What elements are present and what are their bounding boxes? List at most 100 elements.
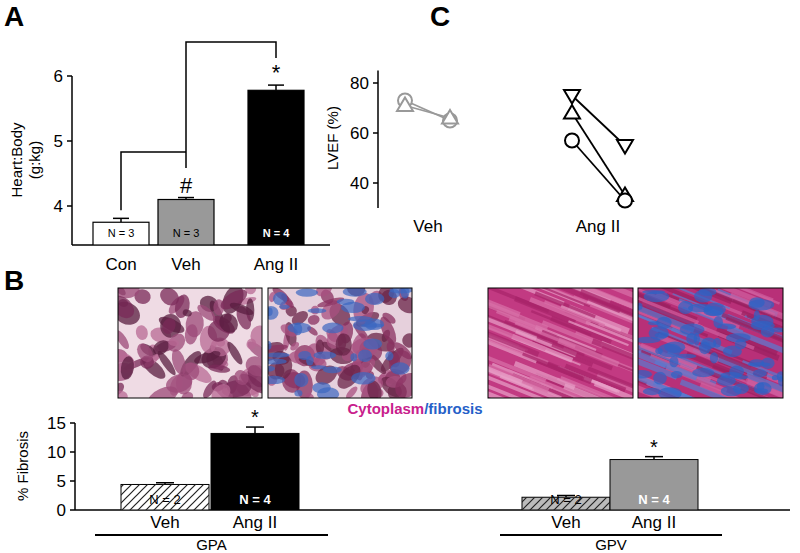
marker xyxy=(618,194,632,208)
y-tick-label: 40 xyxy=(350,174,369,193)
fibrosis-stain xyxy=(655,332,669,337)
fibrosis-stain xyxy=(734,375,749,379)
fibrosis-stain xyxy=(268,366,275,372)
fibrosis-stain xyxy=(721,386,742,397)
y-axis xyxy=(74,423,76,510)
fibrosis-stain xyxy=(643,388,661,395)
fibrosis-stain xyxy=(653,372,667,385)
bar xyxy=(211,433,299,510)
y-tick-label: 5 xyxy=(54,132,63,151)
fibrosis-stain xyxy=(649,326,669,340)
fibrosis-stain xyxy=(638,303,643,310)
series-line xyxy=(572,96,625,146)
fibrosis-stain xyxy=(350,353,357,361)
fibrosis-stain xyxy=(723,346,742,358)
fibrosis-stain xyxy=(358,349,372,361)
marker xyxy=(564,105,580,119)
y-tick-label: 4 xyxy=(54,197,63,216)
stain-legend-entry: /fibrosis xyxy=(424,400,482,417)
significance-mark: * xyxy=(251,406,259,428)
fibrosis-stain xyxy=(699,342,711,354)
fibrosis-stain xyxy=(385,352,393,361)
y-tick-label: 10 xyxy=(47,443,66,462)
error-cap xyxy=(156,482,174,484)
fiber xyxy=(595,383,633,398)
y-tick xyxy=(70,509,75,511)
x-tick-label: Veh xyxy=(150,513,179,532)
histology-image xyxy=(118,288,262,398)
fibrosis-stain xyxy=(273,292,288,305)
tissue xyxy=(118,328,131,351)
fiber xyxy=(564,386,624,398)
fibrosis-stain xyxy=(710,352,718,363)
tissue xyxy=(182,308,193,317)
fibrosis-stain xyxy=(322,323,343,334)
tissue xyxy=(160,316,178,336)
fibrosis-stain xyxy=(726,333,751,342)
fiber xyxy=(583,296,633,320)
fibrosis-stain xyxy=(754,310,760,320)
x-tick-label: Con xyxy=(105,255,136,274)
x-tick-label: Ang II xyxy=(576,217,620,236)
fibrosis-stain xyxy=(401,288,410,299)
y-tick xyxy=(373,82,378,84)
y-axis-label-line: (g:kg) xyxy=(26,141,43,179)
stain-legend-entry: Cytoplasm xyxy=(347,400,424,417)
tissue xyxy=(215,309,241,336)
fibrosis-stain xyxy=(313,351,336,359)
tissue xyxy=(304,392,315,398)
tissue xyxy=(208,380,234,398)
error-cap xyxy=(113,218,129,220)
stain-legend: Cytoplasm/fibrosis xyxy=(347,400,482,417)
fibrosis-stain xyxy=(389,289,400,298)
y-tick-label: 60 xyxy=(350,124,369,143)
bar xyxy=(158,200,214,246)
fibrosis-stain xyxy=(308,308,327,313)
bar xyxy=(93,222,149,245)
tissue xyxy=(183,323,199,345)
image-frame xyxy=(488,288,633,398)
fiber xyxy=(515,323,575,347)
y-tick xyxy=(70,422,75,424)
tissue xyxy=(134,341,156,365)
significance-mark: # xyxy=(180,173,193,198)
fibrosis-stain xyxy=(753,369,767,377)
fiber xyxy=(488,325,546,349)
tissue xyxy=(250,325,262,348)
tissue xyxy=(336,333,352,355)
fibrosis-stain xyxy=(713,316,722,328)
tissue xyxy=(157,288,183,309)
fibrosis-stain xyxy=(761,326,775,338)
y-tick-label: 5 xyxy=(57,472,66,491)
group-label: GPA xyxy=(196,536,227,553)
fiber xyxy=(544,302,604,326)
y-tick xyxy=(67,75,72,77)
marker xyxy=(564,90,580,104)
tissue xyxy=(118,291,138,322)
group-label: GPV xyxy=(595,536,627,553)
fiber xyxy=(730,295,783,319)
bar xyxy=(610,460,698,510)
bar xyxy=(121,484,209,510)
significance-mark: * xyxy=(650,436,658,458)
bracket xyxy=(121,152,186,210)
fibrosis-stain xyxy=(772,375,779,380)
y-tick-label: 80 xyxy=(350,74,369,93)
fibrosis-stain xyxy=(757,383,765,390)
fibrosis-stain xyxy=(692,368,714,377)
tissue xyxy=(134,324,149,341)
fibrosis-stain xyxy=(353,320,377,331)
tissue xyxy=(307,314,321,326)
image-frame xyxy=(268,288,412,398)
y-axis-label: % Fibrosis xyxy=(14,431,31,501)
fibrosis-stain xyxy=(268,341,272,350)
fibrosis-stain xyxy=(642,290,665,294)
fibrosis-stain xyxy=(638,370,652,379)
error-bar xyxy=(275,85,277,90)
fibrosis-stain xyxy=(294,373,308,387)
tissue xyxy=(195,302,218,324)
y-tick xyxy=(70,480,75,482)
bar xyxy=(248,90,304,245)
image-bg xyxy=(268,288,412,398)
figure: A456Heart:Body(g:kg)ConN = 3VehN = 3Ang … xyxy=(0,0,800,553)
